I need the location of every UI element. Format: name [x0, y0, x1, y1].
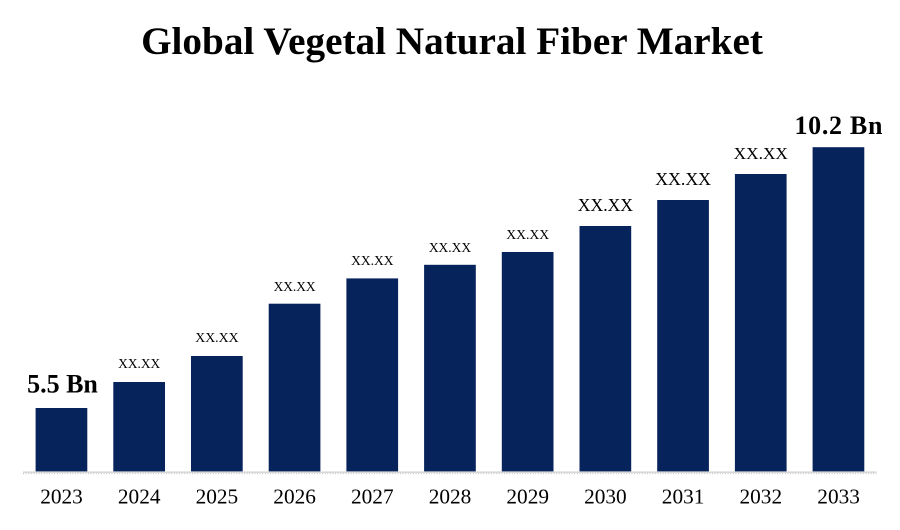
svg-text:2032: 2032: [740, 484, 783, 508]
svg-text:XX.XX: XX.XX: [351, 253, 394, 268]
svg-text:2033: 2033: [817, 484, 860, 508]
svg-text:XX.XX: XX.XX: [655, 169, 711, 189]
svg-text:2029: 2029: [506, 484, 549, 508]
svg-text:XX.XX: XX.XX: [506, 227, 549, 242]
svg-text:2023: 2023: [40, 484, 83, 508]
svg-text:2026: 2026: [273, 484, 316, 508]
svg-text:2030: 2030: [584, 484, 627, 508]
svg-text:Global Vegetal Natural Fiber M: Global Vegetal Natural Fiber Market: [141, 20, 763, 63]
svg-text:2027: 2027: [351, 484, 394, 508]
svg-text:XX.XX: XX.XX: [118, 356, 160, 371]
svg-text:10.2 Bn: 10.2 Bn: [794, 111, 883, 140]
svg-text:2024: 2024: [118, 484, 161, 508]
svg-text:XX.XX: XX.XX: [429, 240, 472, 255]
svg-text:XX.XX: XX.XX: [578, 195, 634, 215]
svg-text:XX.XX: XX.XX: [734, 144, 789, 163]
svg-text:5.5 Bn: 5.5 Bn: [27, 370, 98, 399]
svg-text:XX.XX: XX.XX: [195, 330, 238, 345]
svg-text:XX.XX: XX.XX: [274, 279, 316, 294]
svg-text:2031: 2031: [662, 484, 705, 508]
svg-text:2025: 2025: [196, 484, 239, 508]
svg-text:2028: 2028: [429, 484, 472, 508]
